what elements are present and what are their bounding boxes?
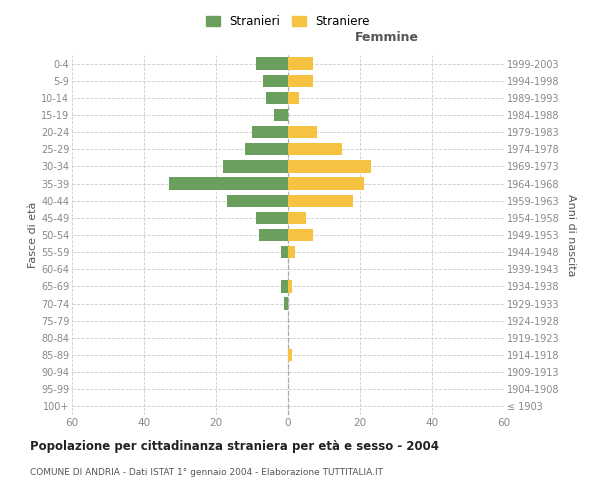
- Bar: [227, 194, 288, 207]
- Bar: [256, 212, 288, 224]
- Bar: [259, 229, 288, 241]
- Bar: [288, 194, 353, 207]
- Bar: [245, 143, 288, 156]
- Bar: [256, 58, 288, 70]
- Bar: [281, 280, 288, 292]
- Bar: [288, 349, 292, 361]
- Bar: [274, 109, 288, 121]
- Bar: [281, 246, 288, 258]
- Bar: [288, 178, 364, 190]
- Bar: [288, 92, 299, 104]
- Bar: [288, 246, 295, 258]
- Bar: [252, 126, 288, 138]
- Bar: [263, 74, 288, 87]
- Bar: [284, 298, 288, 310]
- Bar: [288, 74, 313, 87]
- Bar: [288, 143, 342, 156]
- Bar: [288, 160, 371, 172]
- Text: Popolazione per cittadinanza straniera per età e sesso - 2004: Popolazione per cittadinanza straniera p…: [30, 440, 439, 453]
- Y-axis label: Fasce di età: Fasce di età: [28, 202, 38, 268]
- Bar: [288, 58, 313, 70]
- Bar: [169, 178, 288, 190]
- Bar: [288, 212, 306, 224]
- Text: Femmine: Femmine: [355, 31, 419, 44]
- Bar: [288, 229, 313, 241]
- Bar: [223, 160, 288, 172]
- Bar: [288, 280, 292, 292]
- Bar: [266, 92, 288, 104]
- Bar: [288, 126, 317, 138]
- Text: COMUNE DI ANDRIA - Dati ISTAT 1° gennaio 2004 - Elaborazione TUTTITALIA.IT: COMUNE DI ANDRIA - Dati ISTAT 1° gennaio…: [30, 468, 383, 477]
- Y-axis label: Anni di nascita: Anni di nascita: [566, 194, 576, 276]
- Legend: Stranieri, Straniere: Stranieri, Straniere: [201, 10, 375, 33]
